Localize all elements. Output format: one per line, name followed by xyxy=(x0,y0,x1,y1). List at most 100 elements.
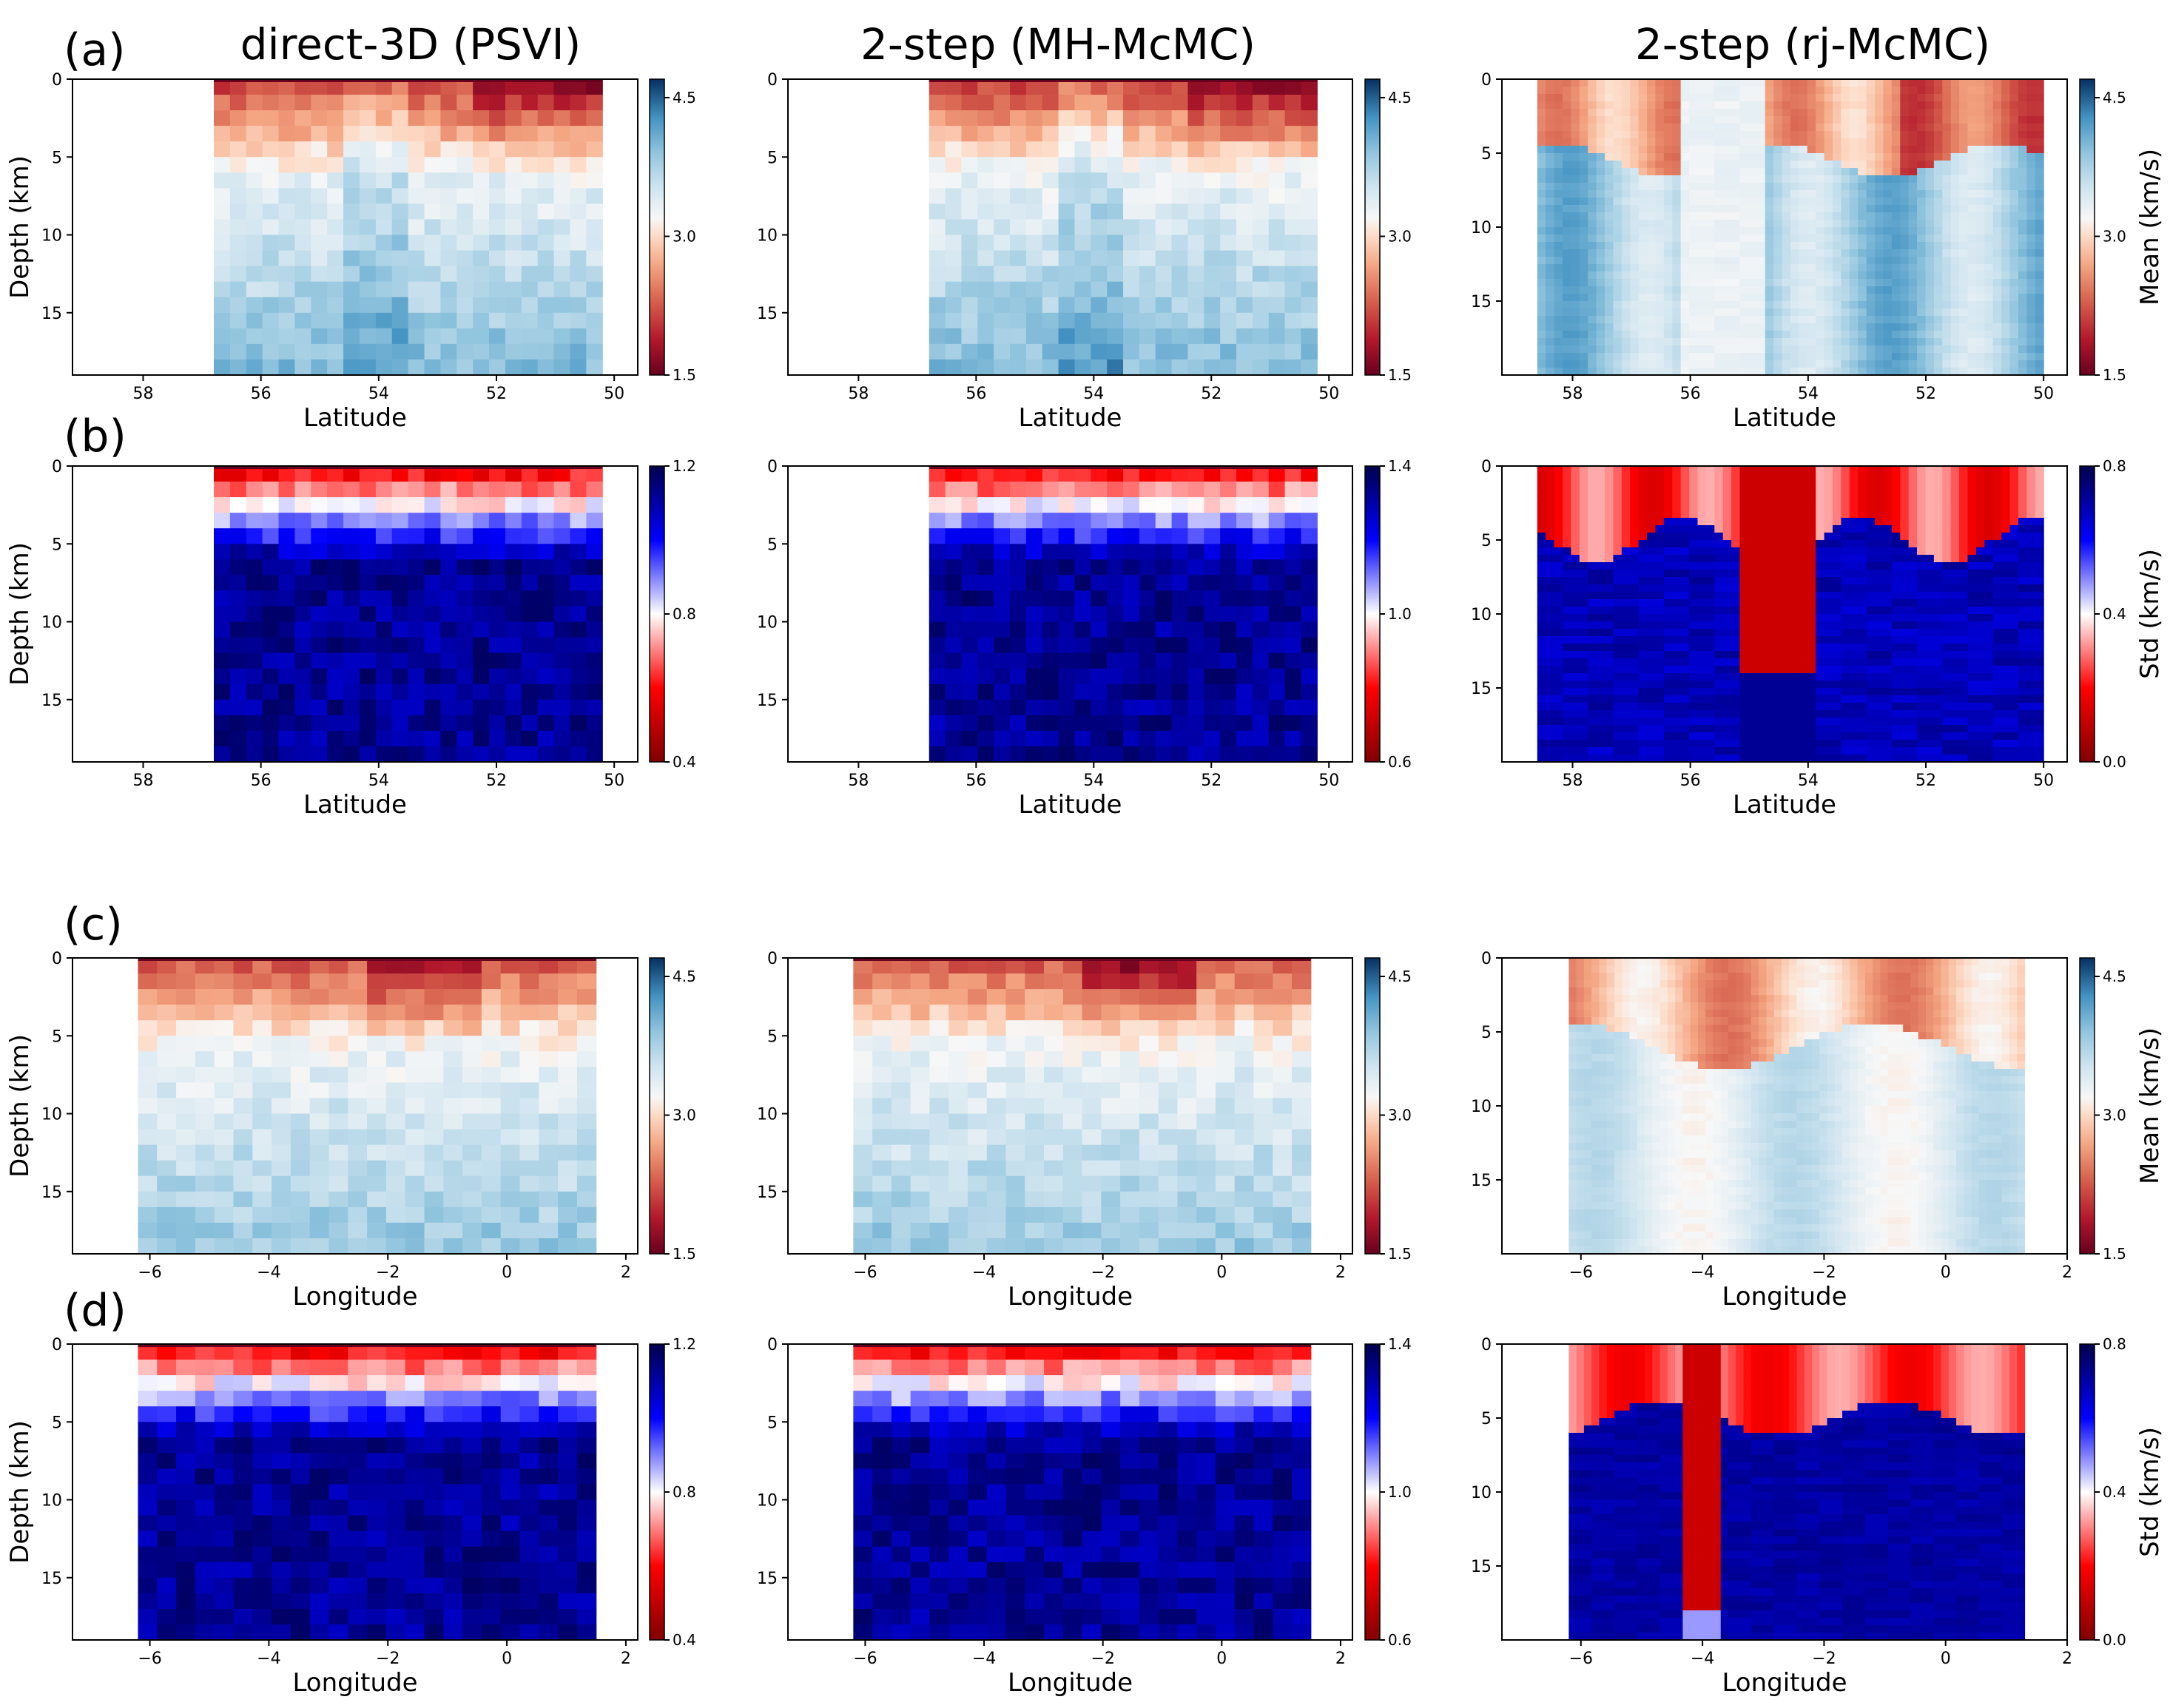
heatmap-cell xyxy=(1722,294,1732,302)
heatmap-cell xyxy=(1537,718,1546,726)
heatmap-cell xyxy=(1605,234,1614,243)
heatmap-cell xyxy=(1588,540,1597,548)
heatmap-cell xyxy=(1832,87,1842,95)
heatmap-cell xyxy=(1562,205,1571,213)
heatmap-cell xyxy=(1596,175,1605,183)
heatmap-cell xyxy=(311,157,328,173)
heatmap-cell xyxy=(489,466,506,482)
heatmap-cell xyxy=(1091,172,1108,189)
heatmap-cell xyxy=(1655,368,1665,376)
heatmap-cell xyxy=(1579,131,1588,139)
heatmap-cell xyxy=(929,559,946,575)
heatmap-cell xyxy=(2009,353,2019,361)
heatmap-cell xyxy=(1799,131,1808,139)
x-tick-label: 54 xyxy=(1798,385,1819,403)
heatmap-cell xyxy=(1891,205,1901,213)
heatmap-cell xyxy=(1571,308,1580,317)
heatmap-cell xyxy=(1621,518,1631,526)
heatmap-cell xyxy=(1866,360,1876,368)
heatmap-cell xyxy=(1773,257,1783,265)
heatmap-cell xyxy=(1613,695,1623,703)
heatmap-cell xyxy=(1562,338,1571,346)
heatmap-cell xyxy=(1689,227,1699,235)
heatmap-cell xyxy=(1638,368,1648,376)
y-tick-label: 5 xyxy=(1481,145,1492,163)
heatmap-cell xyxy=(1841,198,1850,206)
heatmap-cell xyxy=(327,652,344,669)
heatmap-cell xyxy=(1123,668,1140,685)
heatmap-cell xyxy=(1722,190,1732,198)
heatmap-cell xyxy=(1722,198,1732,206)
heatmap-cell xyxy=(1816,301,1825,309)
heatmap-cell xyxy=(2001,168,2011,176)
heatmap-cell xyxy=(1765,79,1774,87)
heatmap-cell xyxy=(1630,190,1640,198)
heatmap-cell xyxy=(1807,257,1816,265)
heatmap-cell xyxy=(1621,614,1631,622)
heatmap-cell xyxy=(1663,205,1673,213)
heatmap-cell xyxy=(489,141,506,158)
heatmap-cell xyxy=(1739,257,1749,265)
x-tick-label: 54 xyxy=(1083,385,1104,403)
heatmap-cell xyxy=(1816,131,1825,139)
heatmap-cell xyxy=(1756,286,1766,294)
heatmap-cell xyxy=(1739,264,1749,272)
heatmap-cell xyxy=(408,79,425,95)
heatmap-cell xyxy=(1705,161,1715,169)
heatmap-cell xyxy=(1220,234,1237,252)
heatmap-cell xyxy=(1799,286,1808,294)
heatmap-cell xyxy=(1562,584,1571,593)
heatmap-cell xyxy=(408,575,425,592)
heatmap-cell xyxy=(1917,242,1927,250)
heatmap-cell xyxy=(1042,559,1059,575)
heatmap-cell xyxy=(1107,250,1124,267)
heatmap-cell xyxy=(1824,94,1833,102)
heatmap-cell xyxy=(1689,131,1699,139)
heatmap-cell xyxy=(1663,212,1673,220)
heatmap-cell xyxy=(1950,146,1960,154)
heatmap-cell xyxy=(1187,266,1204,283)
heatmap-cell xyxy=(1187,621,1204,638)
heatmap-cell xyxy=(1220,559,1237,575)
heatmap-cell xyxy=(1959,124,1969,132)
heatmap-cell xyxy=(1588,473,1597,482)
heatmap-cell xyxy=(1554,584,1563,593)
heatmap-cell xyxy=(229,266,247,283)
heatmap-cell xyxy=(586,203,603,220)
heatmap-cell xyxy=(945,590,963,607)
heatmap-cell xyxy=(2001,242,2011,250)
heatmap-cell xyxy=(1621,109,1631,117)
heatmap-cell xyxy=(1959,308,1969,317)
heatmap-cell xyxy=(1967,87,1977,95)
heatmap-cell xyxy=(2009,79,2019,87)
heatmap-cell xyxy=(1799,146,1808,154)
heatmap-cell xyxy=(1984,249,1994,257)
heatmap-cell xyxy=(1883,183,1893,191)
heatmap-cell xyxy=(1799,94,1808,102)
heatmap-cell xyxy=(1849,257,1859,265)
heatmap-cell xyxy=(1571,79,1580,87)
heatmap-cell xyxy=(1883,79,1893,87)
heatmap-cell xyxy=(1579,242,1588,250)
heatmap-cell xyxy=(1139,281,1156,298)
heatmap-cell xyxy=(1816,308,1825,317)
heatmap-cell xyxy=(1739,323,1749,331)
heatmap-cell xyxy=(1782,257,1791,265)
heatmap-cell xyxy=(1042,328,1059,345)
heatmap-cell xyxy=(1782,116,1791,124)
heatmap-cell xyxy=(1959,183,1969,191)
heatmap-cell xyxy=(1900,257,1910,265)
heatmap-cell xyxy=(1722,161,1732,169)
heatmap-cell xyxy=(505,219,522,236)
heatmap-cell xyxy=(1647,562,1657,570)
heatmap-cell xyxy=(1301,606,1318,623)
heatmap-cell xyxy=(1042,157,1059,173)
heatmap-cell xyxy=(586,544,603,560)
heatmap-cell xyxy=(1663,101,1673,109)
heatmap-cell xyxy=(262,343,280,360)
heatmap-cell xyxy=(1756,301,1766,309)
heatmap-cell xyxy=(1663,368,1673,376)
heatmap-cell xyxy=(456,652,474,669)
heatmap-cell xyxy=(1025,590,1043,607)
heatmap-cell xyxy=(1596,138,1605,146)
